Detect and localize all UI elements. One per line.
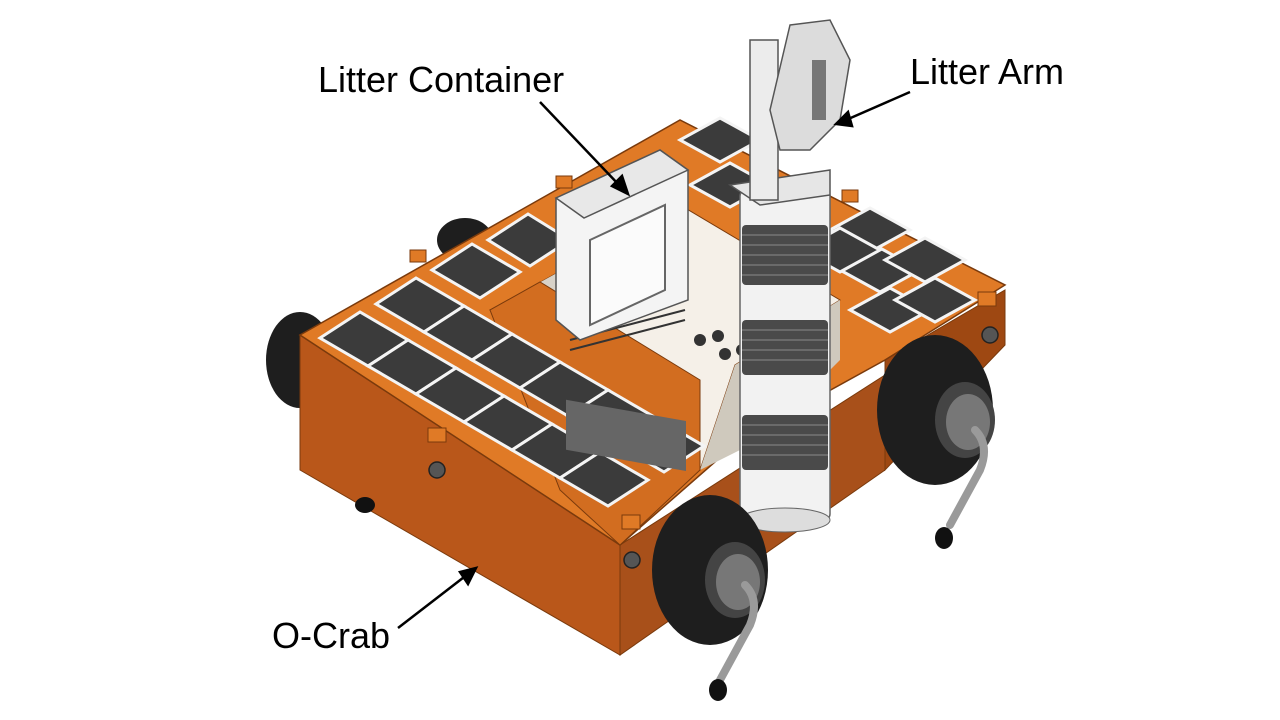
litter-arm-label: Litter Arm <box>910 51 1065 92</box>
litter-container <box>554 149 690 471</box>
arrow-head-o-crab <box>457 566 479 587</box>
litter-arm <box>727 19 851 533</box>
rear-foot <box>355 497 375 513</box>
arrow-head-litter-arm <box>833 109 854 128</box>
arrow-o-crab <box>397 573 469 629</box>
front-left-wheel <box>652 495 768 701</box>
pointer-arrows <box>397 90 911 629</box>
front-right-wheel <box>877 335 995 549</box>
arrow-head-litter-container <box>609 173 631 197</box>
solar-panels-front <box>317 212 707 508</box>
arrow-litter-container <box>539 101 621 187</box>
o-crab-label: O-Crab <box>272 615 391 656</box>
arrow-litter-arm <box>845 90 911 122</box>
litter-container-label: Litter Container <box>318 59 565 100</box>
